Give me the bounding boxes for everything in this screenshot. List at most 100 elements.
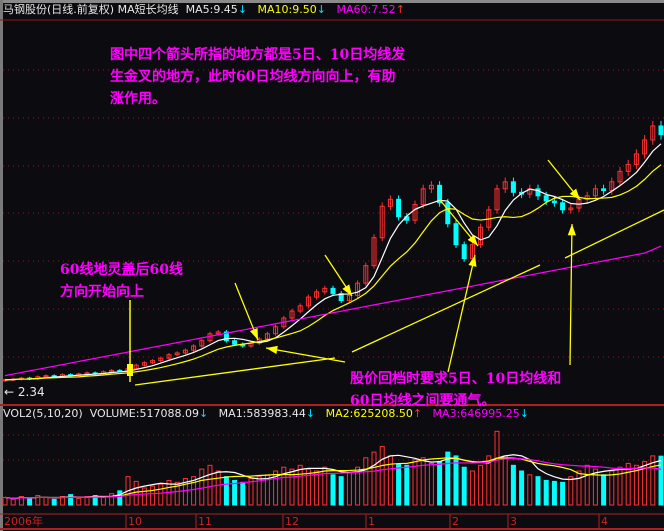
up-candle (355, 282, 361, 296)
trend-line (351, 264, 541, 353)
volume-bar (232, 479, 238, 506)
down-candle (437, 184, 443, 204)
up-candle (379, 205, 385, 239)
down-candle (232, 340, 238, 345)
up-candle (650, 125, 656, 141)
volume-ma3: MA3:646995.25 (432, 407, 520, 420)
trend-line (134, 357, 336, 386)
up-arrow-icon: ↑ (395, 3, 405, 16)
volume-header: VOL2(5,10,20) VOLUME:517088.09 ↓ MA1:5839… (3, 406, 529, 422)
down-arrow-icon: ↓ (237, 3, 248, 16)
volume-bar (519, 470, 525, 506)
volume-bar (109, 493, 115, 506)
top-annotation: 图中四个箭头所指的地方都是5日、10日均线发 生金叉的地方，此时60日均线方向向… (110, 44, 405, 110)
up-candle (412, 204, 418, 221)
volume-ma2: MA2:625208.50 (325, 407, 413, 420)
volume-indicator-name: VOL2(5,10,20) (3, 407, 83, 420)
down-candle (658, 125, 664, 136)
volume-bar (314, 470, 320, 506)
volume-bar (92, 495, 98, 506)
up-candle (191, 345, 197, 351)
up-candle (428, 184, 434, 190)
volume-bar (625, 462, 631, 506)
up-candle (387, 198, 393, 207)
volume-bar (100, 496, 106, 506)
up-candle (273, 326, 279, 335)
annotation-line: 60日均线之间要通气。 (350, 393, 496, 409)
annotation-arrow (569, 223, 573, 366)
arrow-head (266, 345, 278, 355)
volume-bar (420, 457, 426, 506)
volume-bar (535, 476, 541, 506)
volume-bar (633, 464, 639, 506)
arrow-head (342, 284, 352, 296)
volume-bar (478, 464, 484, 506)
up-candle (182, 349, 188, 354)
volume-bar (223, 476, 229, 506)
x-tick-label: 1 (368, 515, 375, 528)
x-tick-label: 3 (510, 515, 517, 528)
volume-bar (428, 462, 434, 506)
down-candle (338, 293, 344, 302)
ma5-line (4, 143, 662, 381)
volume-bar (256, 476, 262, 506)
volume-bar (133, 480, 139, 506)
ma5-value: MA5:9.45 (185, 3, 238, 16)
up-candle (617, 170, 623, 183)
down-candle (551, 200, 557, 204)
down-candle (560, 202, 566, 211)
volume-bar (215, 470, 221, 506)
up-candle (478, 226, 484, 246)
volume-bar (560, 481, 566, 506)
up-candle (264, 333, 270, 340)
up-candle (371, 237, 377, 267)
volume-bar (199, 468, 205, 506)
down-candle (461, 244, 467, 260)
volume-ma1: MA1:583983.44 (218, 407, 306, 420)
volume-bar (346, 472, 352, 506)
volume-bar (35, 495, 41, 506)
down-arrow-icon: ↓ (519, 407, 529, 420)
up-candle (314, 291, 320, 298)
up-candle (215, 331, 221, 335)
up-candle (469, 244, 475, 260)
up-candle (289, 310, 295, 319)
bottom-annotation: 股价回档时要求5日、10日均线和 60日均线之间要通气。 (350, 368, 561, 412)
ma10-line (4, 164, 662, 381)
volume-bar (330, 474, 336, 506)
up-candle (568, 207, 574, 211)
volume-bar (297, 464, 303, 506)
volume-bar (18, 496, 24, 506)
annotation-line: 60线地灵盖后60线 (60, 262, 183, 278)
down-arrow-icon: ↓ (316, 3, 326, 16)
volume-bar (51, 498, 57, 506)
up-candle (133, 364, 139, 370)
arrow-head (468, 255, 477, 267)
up-candle (297, 305, 303, 312)
down-candle (510, 181, 516, 193)
annotation-arrow (447, 254, 476, 373)
volume-bar (322, 466, 328, 506)
up-candle (199, 340, 205, 347)
volume-bar (338, 476, 344, 506)
volume-bar (650, 455, 656, 506)
up-candle (174, 352, 180, 356)
up-candle (141, 362, 147, 366)
volume-value: VOLUME:517088.09 (89, 407, 199, 420)
volume-bar (10, 498, 16, 506)
volume-bar (281, 466, 287, 506)
volume-bar (592, 468, 598, 506)
x-tick-label: 4 (601, 515, 608, 528)
volume-bar (568, 476, 574, 506)
up-candle (150, 360, 156, 364)
arrow-head (249, 328, 258, 340)
volume-bar (445, 451, 451, 506)
annotation-line: 生金叉的地方，此时60日均线方向向上，有助 (110, 69, 396, 85)
x-tick-label: 12 (285, 515, 299, 528)
up-arrow-icon: ↑ (412, 407, 423, 420)
volume-bar (248, 478, 254, 506)
volume-bar (191, 476, 197, 506)
volume-bar (453, 455, 459, 506)
